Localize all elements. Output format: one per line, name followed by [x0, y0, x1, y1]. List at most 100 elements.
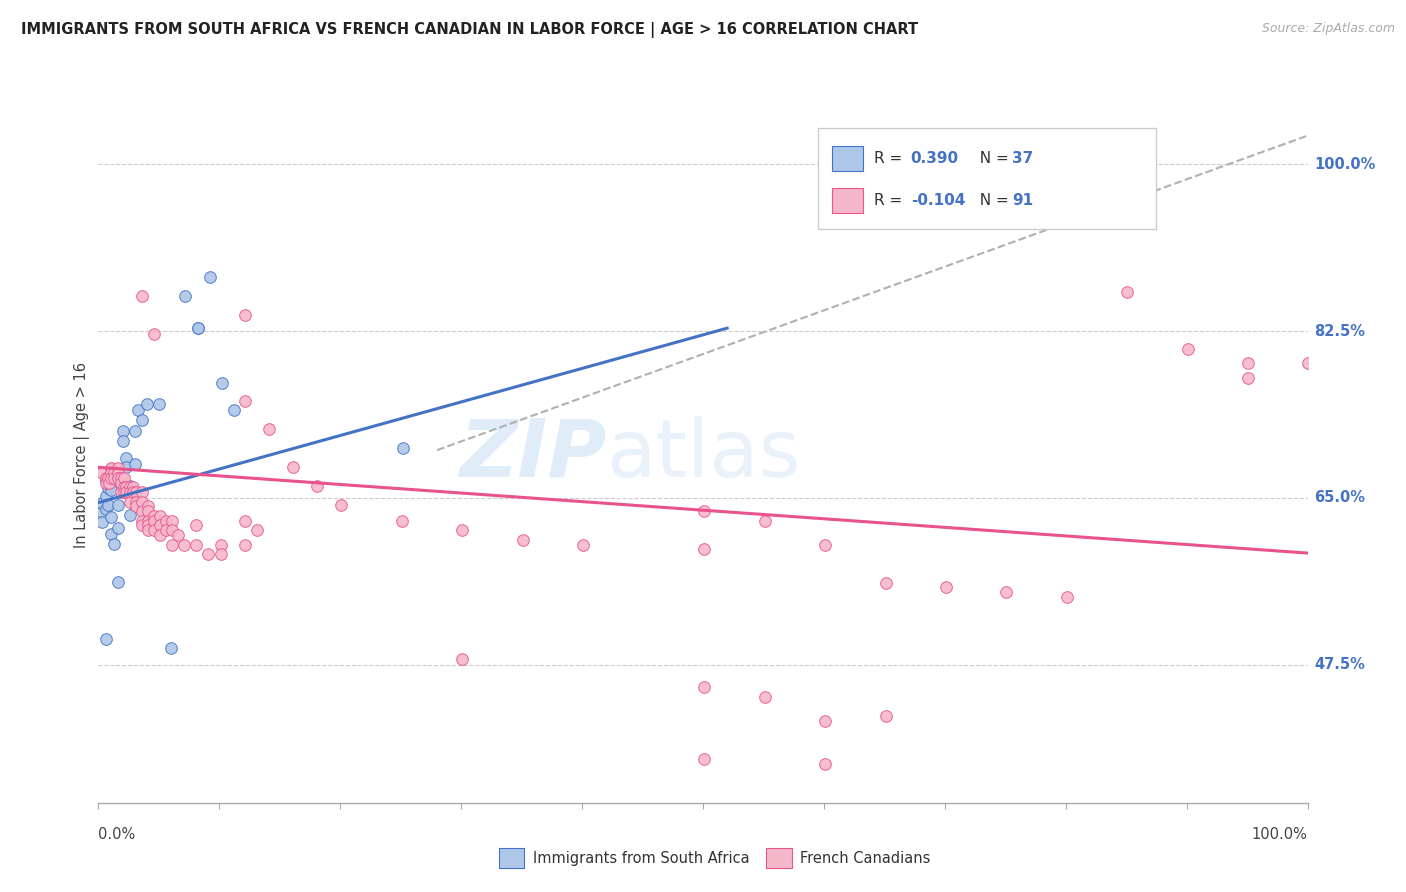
Point: [100, 461, 122, 475]
Point: [111, 434, 134, 448]
Text: 100.0%: 100.0%: [1315, 157, 1376, 172]
Point: [91, 495, 114, 509]
Point: [122, 480, 145, 494]
Point: [186, 537, 208, 551]
Point: [149, 518, 172, 533]
Text: 91: 91: [1012, 193, 1033, 208]
Point: [98, 475, 121, 490]
Text: Source: ZipAtlas.com: Source: ZipAtlas.com: [1261, 22, 1395, 36]
Point: [127, 403, 149, 417]
Point: [693, 542, 716, 557]
Point: [115, 450, 138, 465]
Point: [187, 321, 209, 335]
Point: [995, 585, 1018, 599]
Text: French Canadians: French Canadians: [800, 851, 931, 865]
Point: [107, 466, 129, 480]
Point: [110, 471, 132, 485]
Point: [118, 494, 141, 508]
Point: [115, 480, 138, 494]
Point: [124, 424, 146, 438]
Point: [131, 289, 153, 303]
Point: [281, 460, 304, 475]
Point: [814, 756, 837, 771]
Point: [222, 403, 245, 417]
Text: N =: N =: [970, 193, 1014, 208]
Point: [174, 289, 197, 303]
Point: [1116, 285, 1139, 299]
Point: [875, 709, 897, 723]
Point: [125, 500, 148, 514]
Point: [131, 485, 153, 500]
Point: [149, 508, 172, 523]
Point: [110, 485, 132, 500]
Point: [91, 505, 114, 519]
Point: [197, 547, 219, 561]
Point: [167, 528, 190, 542]
Point: [512, 533, 534, 547]
Point: [693, 504, 716, 518]
Point: [160, 514, 183, 528]
Point: [125, 485, 148, 500]
Point: [143, 326, 166, 341]
Point: [100, 527, 122, 541]
Point: [187, 321, 209, 335]
Point: [97, 471, 120, 485]
Point: [814, 714, 837, 728]
Point: [94, 632, 117, 646]
Point: [136, 518, 159, 533]
Point: [131, 412, 153, 426]
Point: [94, 502, 117, 516]
Point: [148, 397, 170, 411]
Point: [246, 523, 269, 537]
Point: [1177, 342, 1199, 356]
Point: [107, 499, 129, 513]
Point: [131, 504, 153, 518]
Point: [693, 681, 716, 695]
Point: [149, 528, 172, 542]
Text: ZIP: ZIP: [458, 416, 606, 494]
Point: [122, 485, 145, 500]
Point: [233, 537, 256, 551]
Point: [754, 690, 776, 704]
Y-axis label: In Labor Force | Age > 16: In Labor Force | Age > 16: [75, 362, 90, 548]
Text: IMMIGRANTS FROM SOUTH AFRICA VS FRENCH CANADIAN IN LABOR FORCE | AGE > 16 CORREL: IMMIGRANTS FROM SOUTH AFRICA VS FRENCH C…: [21, 22, 918, 38]
Point: [392, 442, 415, 456]
Text: 100.0%: 100.0%: [1251, 827, 1308, 841]
Point: [1296, 356, 1319, 370]
Point: [91, 466, 114, 480]
Text: 47.5%: 47.5%: [1315, 657, 1365, 672]
Point: [136, 514, 159, 528]
Point: [112, 480, 135, 494]
Point: [118, 508, 141, 522]
Point: [115, 460, 138, 475]
Point: [160, 537, 183, 551]
Point: [136, 504, 159, 518]
Point: [100, 462, 122, 476]
Point: [875, 575, 897, 590]
Point: [103, 466, 125, 480]
Point: [111, 424, 134, 438]
Point: [100, 471, 122, 485]
Point: [814, 537, 837, 551]
Text: N =: N =: [970, 151, 1014, 166]
Text: 82.5%: 82.5%: [1315, 324, 1365, 339]
Point: [118, 480, 141, 494]
Point: [124, 458, 146, 472]
Point: [118, 479, 141, 493]
Point: [107, 521, 129, 535]
Point: [103, 536, 125, 550]
Point: [693, 752, 716, 766]
Point: [233, 393, 256, 408]
Point: [97, 481, 120, 495]
Point: [143, 508, 166, 523]
Point: [112, 485, 135, 500]
Point: [118, 485, 141, 500]
Point: [100, 509, 122, 524]
Point: [94, 471, 117, 485]
Point: [97, 499, 120, 513]
Point: [107, 461, 129, 475]
Point: [186, 518, 208, 533]
Point: [160, 523, 183, 537]
Point: [754, 514, 776, 528]
Point: [307, 479, 329, 493]
